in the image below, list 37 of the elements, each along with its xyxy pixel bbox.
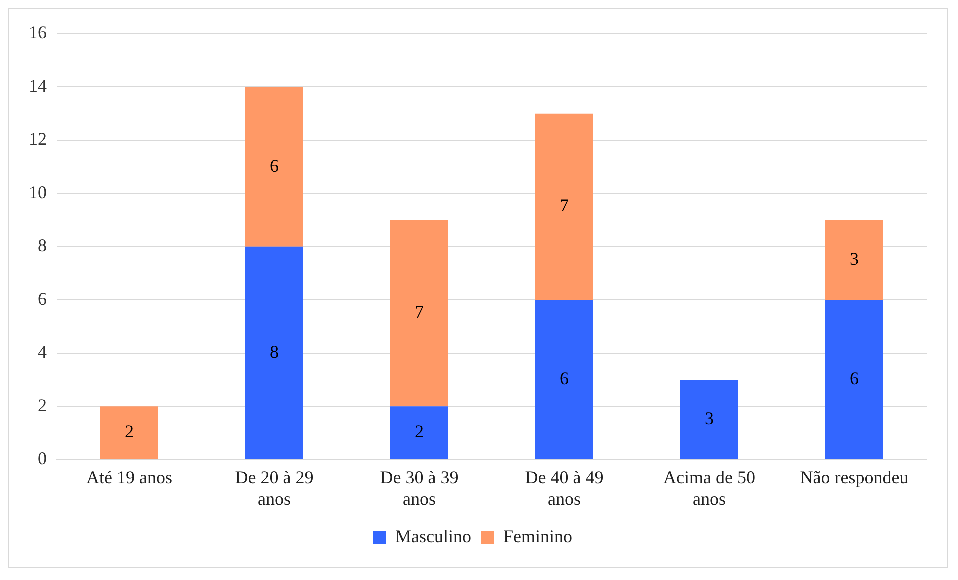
y-tick-label: 8	[38, 236, 47, 256]
data-label: 7	[560, 196, 569, 216]
y-tick-label: 12	[29, 129, 47, 150]
bar	[536, 114, 594, 300]
data-label: 2	[125, 422, 134, 442]
data-label: 3	[850, 248, 859, 269]
bar	[826, 300, 884, 460]
data-label: 6	[270, 156, 279, 176]
data-label: 6	[560, 368, 569, 388]
bar	[826, 220, 884, 300]
data-label: 8	[270, 342, 279, 362]
x-tick-label: De 20 à 29 anos	[235, 467, 314, 509]
data-label: 2	[415, 422, 424, 442]
legend-label: Feminino	[503, 526, 573, 547]
data-label: 6	[850, 368, 859, 388]
y-tick-label: 16	[29, 22, 47, 43]
x-tick-label: Até 19 anos	[86, 467, 172, 488]
y-tick-label: 2	[38, 395, 47, 416]
bar	[246, 246, 304, 460]
y-tick-label: 4	[38, 342, 47, 362]
bar	[246, 87, 304, 247]
y-tick-label: 0	[38, 448, 47, 469]
legend-label: Masculino	[396, 526, 472, 547]
bar	[536, 300, 594, 460]
bar	[390, 220, 448, 407]
x-tick-label: De 40 à 49 anos	[525, 467, 604, 509]
data-label: 7	[415, 302, 424, 322]
x-tick-label: De 30 à 39 anos	[380, 467, 459, 509]
bar	[100, 406, 158, 460]
bar	[680, 380, 738, 460]
data-label: 3	[705, 408, 714, 428]
x-tick-label: Não respondeu	[800, 467, 909, 488]
y-tick-label: 6	[38, 288, 47, 309]
x-tick-label: Acima de 50 anos	[664, 467, 756, 509]
y-tick-label: 14	[29, 76, 47, 96]
y-tick-label: 10	[29, 182, 47, 202]
bar	[390, 406, 448, 460]
